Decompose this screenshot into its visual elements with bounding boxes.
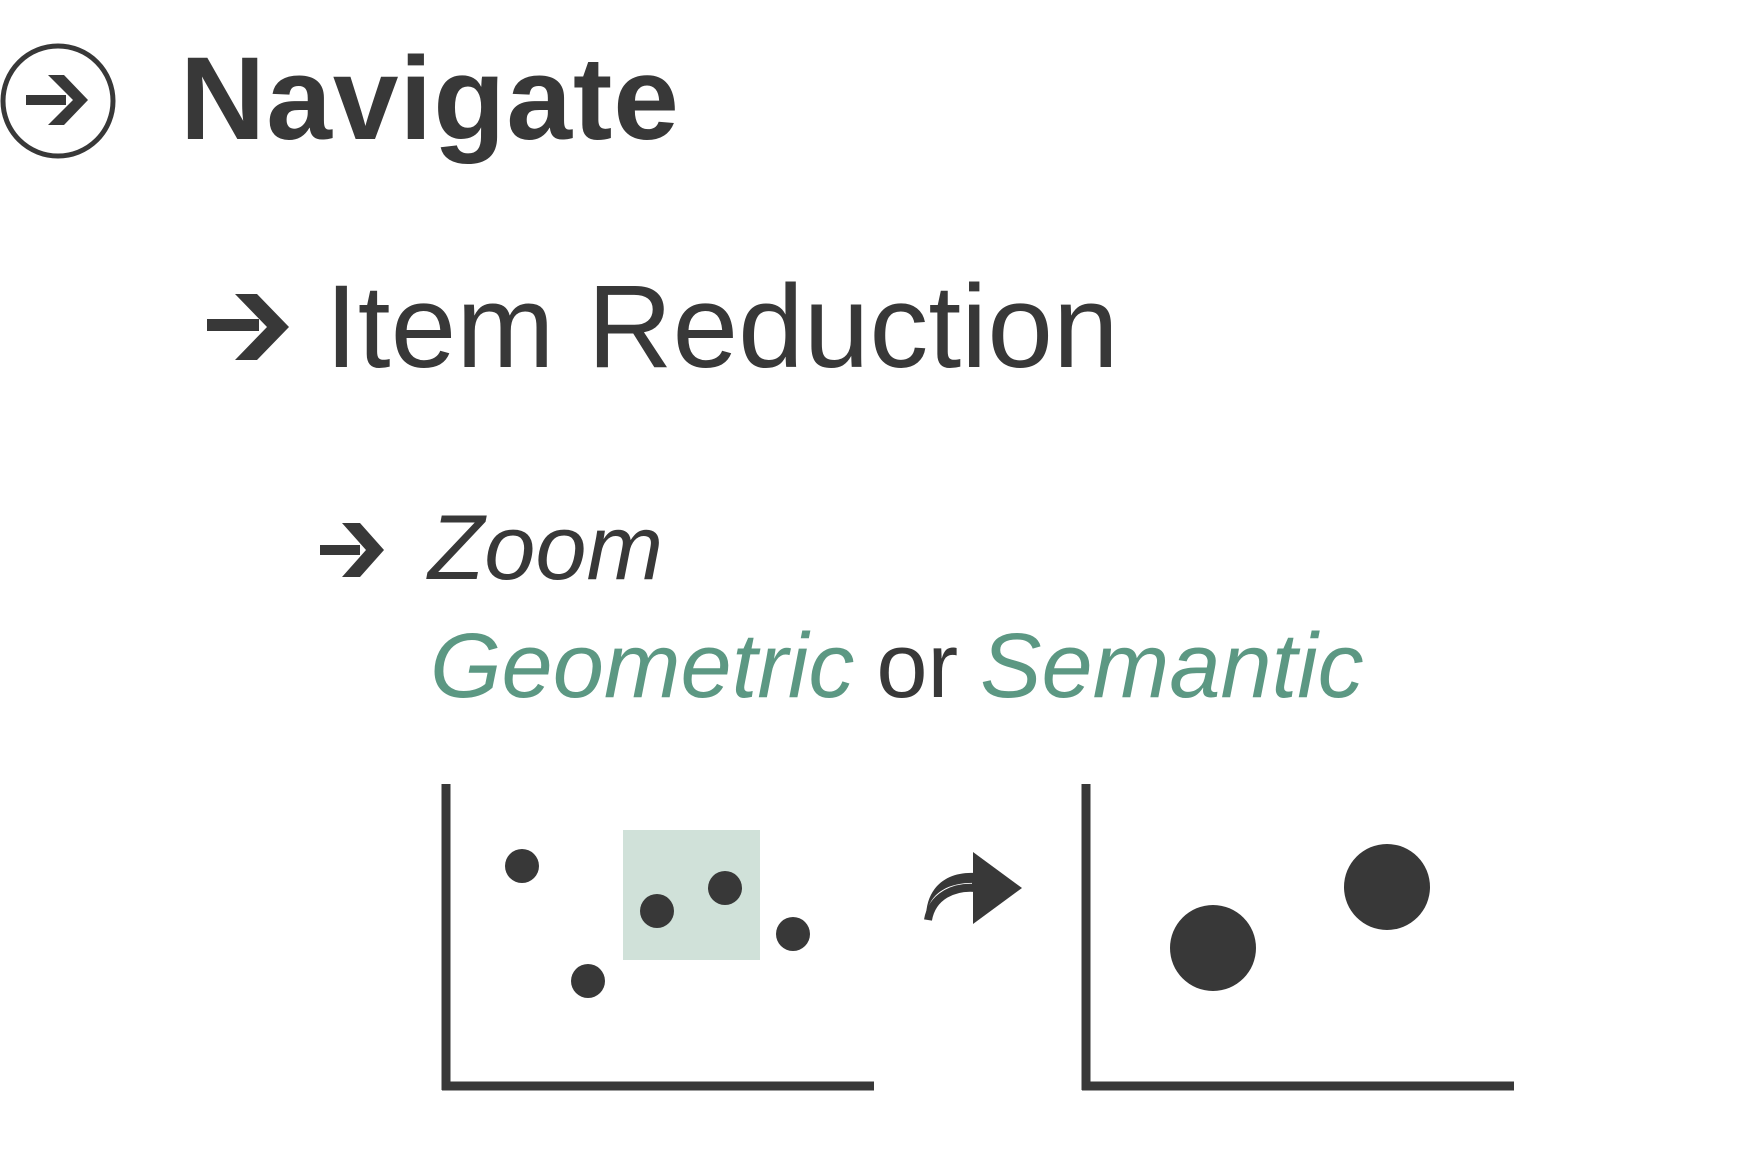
zoom-subline: Geometric or Semantic bbox=[430, 620, 1364, 712]
zoom-title: Zoom bbox=[428, 497, 664, 599]
item-reduction-title: Item Reduction bbox=[325, 261, 1119, 393]
data-point bbox=[505, 849, 539, 883]
data-point bbox=[640, 894, 674, 928]
semantic-label: Semantic bbox=[980, 615, 1364, 717]
transition-arrow-icon bbox=[924, 852, 1022, 924]
navigate-title: Navigate bbox=[180, 33, 680, 165]
geometric-label: Geometric bbox=[430, 615, 855, 717]
zoom-arrow-icon bbox=[320, 523, 384, 577]
data-point bbox=[571, 964, 605, 998]
data-point bbox=[1344, 844, 1430, 930]
after-zoom-panel bbox=[1081, 784, 1514, 1091]
circled-arrow-icon bbox=[0, 43, 116, 159]
data-point bbox=[1170, 905, 1256, 991]
data-point bbox=[776, 917, 810, 951]
data-point bbox=[708, 871, 742, 905]
or-label: or bbox=[876, 615, 959, 717]
before-zoom-panel bbox=[441, 784, 874, 1091]
item-reduction-arrow-icon bbox=[207, 294, 289, 360]
